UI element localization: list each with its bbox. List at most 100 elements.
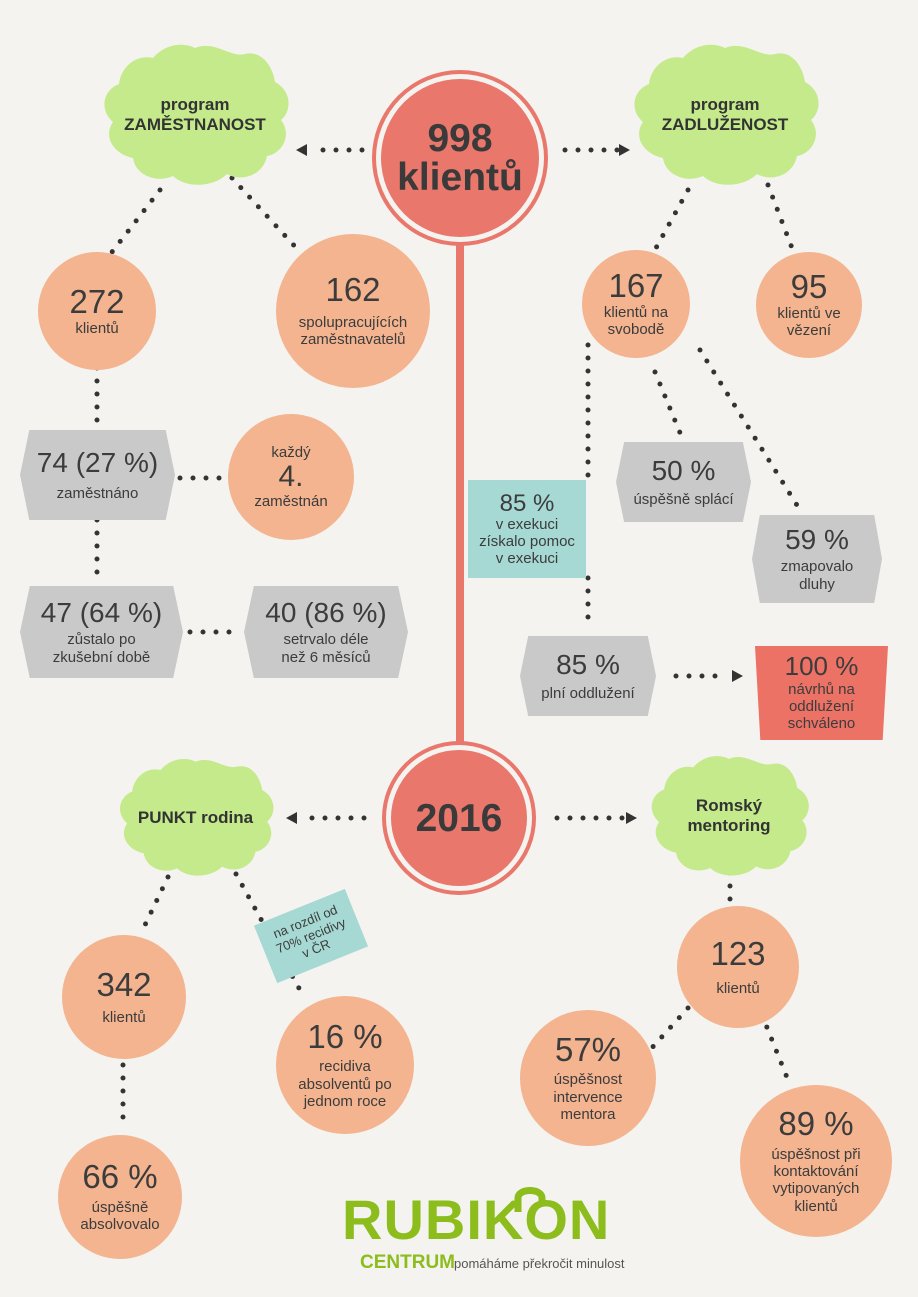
roma-contact-label1: úspěšnost při (771, 1145, 861, 1163)
program-debt-line2: ZADLUŽENOST (661, 115, 789, 134)
blob-debt-shape (634, 44, 819, 185)
program-employment-line1: program (160, 95, 230, 115)
debt-approved-label1: návrhů na (788, 680, 855, 698)
emp-employers-num: 162 (325, 271, 381, 309)
emp-every4-line3: zaměstnán (254, 492, 328, 510)
rubikon-logo: RUBIKON CENTRUM pomáháme překročit minul… (338, 1180, 625, 1280)
roma-contact-circle: 89 % úspěšnost při kontaktování vytipova… (740, 1085, 892, 1237)
hub-total-number: 998 (427, 117, 493, 160)
roma-success-num: 57% (554, 1030, 622, 1068)
roma-line1: Romský (695, 796, 763, 816)
emp-longer-label1: setrvalo déle (283, 631, 369, 649)
padlock-shackle-icon (514, 1187, 546, 1212)
hub-total-clients: 998 klientů (381, 79, 539, 237)
roma-success-label3: mentora (560, 1105, 616, 1123)
emp-every4-line2: 4. (278, 460, 304, 494)
debt-fulfill-label: plní oddlužení (541, 685, 635, 703)
debt-free-circle: 167 klientů na svobodě (582, 250, 690, 358)
punkt-clients-label: klientů (102, 1008, 146, 1026)
debt-approved-num: 100 % (784, 651, 859, 682)
debt-execution-note: 85 % v exekuci získalo pomoc v exekuci (468, 480, 586, 578)
punkt-recidivism-num: 16 % (307, 1017, 383, 1055)
punkt-label: PUNKT rodina (103, 755, 288, 880)
roma-contact-label3: vytipovaných (772, 1180, 860, 1198)
emp-stayed-num: 47 (64 %) (40, 597, 163, 629)
emp-clients-label: klientů (75, 319, 119, 337)
debt-repay-label: úspěšně splácí (633, 491, 734, 509)
debt-prison-label1: klientů ve (777, 305, 841, 323)
emp-longer-num: 40 (86 %) (265, 597, 387, 629)
emp-employed-box: 74 (27 %) zaměstnáno (20, 430, 175, 520)
debt-fulfill-num: 85 % (556, 648, 620, 680)
emp-longer-label2: než 6 měsíců (281, 648, 371, 666)
punkt-completed-label1: úspěšně (91, 1199, 149, 1217)
logo-name: RUBIKON (342, 1188, 611, 1251)
debt-free-label2: svobodě (607, 321, 665, 339)
program-debt-label: program ZADLUŽENOST (625, 40, 825, 190)
roma-contact-num: 89 % (778, 1105, 854, 1143)
emp-employers-circle: 162 spolupracujících zaměstnavatelů (276, 234, 430, 388)
debt-repay-box: 50 % úspěšně splácí (616, 442, 751, 522)
logo-sub: CENTRUM (360, 1252, 455, 1273)
debt-approved-label3: schváleno (787, 715, 856, 733)
emp-clients-num: 272 (69, 283, 125, 321)
roma-clients-label: klientů (716, 979, 760, 997)
debt-execution-num: 85 % (499, 489, 555, 517)
emp-stayed-label2: zkušební době (52, 648, 151, 666)
emp-every4-circle: každý 4. zaměstnán (228, 414, 354, 540)
debt-fulfill-box: 85 % plní oddlužení (520, 636, 656, 716)
debt-execution-label2: získalo pomoc (479, 532, 575, 550)
roma-success-circle: 57% úspěšnost intervence mentora (520, 1010, 656, 1146)
hub-year-label: 2016 (415, 796, 503, 840)
debt-mapped-num: 59 % (785, 524, 849, 556)
program-debt-line1: program (690, 95, 760, 115)
debt-mapped-label1: zmapovalo (780, 558, 854, 576)
punkt-completed-num: 66 % (82, 1158, 158, 1196)
punkt-completed-label2: absolvovalo (80, 1216, 160, 1234)
emp-employers-label2: zaměstnavatelů (300, 331, 406, 349)
roma-clients-circle: 123 klientů (677, 906, 799, 1028)
punkt-recidivism-circle: 16 % recidiva absolventů po jednom roce (276, 996, 414, 1134)
roma-success-label1: úspěšnost (553, 1071, 623, 1089)
punkt-recidivism-label3: jednom roce (303, 1092, 387, 1110)
punkt-clients-circle: 342 klientů (62, 935, 186, 1059)
roma-contact-label2: kontaktování (773, 1163, 859, 1181)
roma-label: Romský mentoring (640, 752, 818, 880)
debt-repay-num: 50 % (651, 454, 716, 486)
roma-line2: mentoring (687, 816, 771, 835)
punkt-recidivism-label1: recidiva (319, 1058, 371, 1076)
emp-employed-label: zaměstnáno (56, 485, 139, 503)
emp-employers-label1: spolupracujících (298, 314, 408, 332)
debt-approved-label2: oddlužení (788, 698, 855, 716)
blob-punkt-shape (120, 759, 274, 876)
debt-free-num: 167 (608, 267, 664, 305)
punkt-clients-num: 342 (96, 966, 152, 1004)
debt-free-label1: klientů na (603, 304, 669, 322)
punkt-completed-circle: 66 % úspěšně absolvovalo (58, 1135, 182, 1259)
emp-stayed-box: 47 (64 %) zůstalo po zkušební době (20, 586, 183, 678)
program-employment-label: program ZAMĚSTNANOST (95, 40, 295, 190)
roma-success-label2: intervence (553, 1088, 623, 1106)
hub-total-label: klientů (397, 156, 523, 199)
roma-clients-num: 123 (710, 935, 766, 973)
blob-employment-shape (104, 44, 289, 185)
debt-prison-circle: 95 klientů ve vězení (756, 252, 862, 358)
emp-clients-circle: 272 klientů (38, 252, 156, 370)
hub-year: 2016 (391, 750, 527, 886)
blob-roma-shape (651, 756, 809, 876)
debt-mapped-box: 59 % zmapovalo dluhy (752, 515, 882, 603)
roma-contact-label4: klientů (794, 1197, 838, 1215)
debt-approved-box: 100 % návrhů na oddlužení schváleno (755, 646, 888, 740)
punkt-recidivism-label2: absolventů po (298, 1075, 392, 1093)
debt-execution-label3: v exekuci (495, 550, 559, 568)
emp-longer-box: 40 (86 %) setrvalo déle než 6 měsíců (244, 586, 408, 678)
debt-execution-label1: v exekuci (495, 515, 559, 533)
emp-employed-num: 74 (27 %) (36, 446, 159, 478)
debt-prison-label2: vězení (786, 322, 832, 340)
debt-prison-num: 95 (790, 268, 828, 306)
logo-tagline: pomáháme překročit minulost (454, 1256, 625, 1271)
punkt-label-text: PUNKT rodina (137, 807, 254, 827)
emp-stayed-label1: zůstalo po (67, 631, 136, 649)
emp-every4-line1: každý (271, 444, 311, 461)
debt-mapped-label2: dluhy (799, 575, 835, 593)
